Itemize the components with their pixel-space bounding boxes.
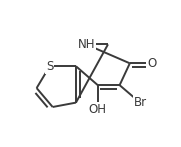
Text: O: O [147,57,156,70]
Text: S: S [46,60,53,73]
Text: OH: OH [89,103,107,116]
Text: Br: Br [133,96,147,109]
Text: NH: NH [77,38,95,51]
